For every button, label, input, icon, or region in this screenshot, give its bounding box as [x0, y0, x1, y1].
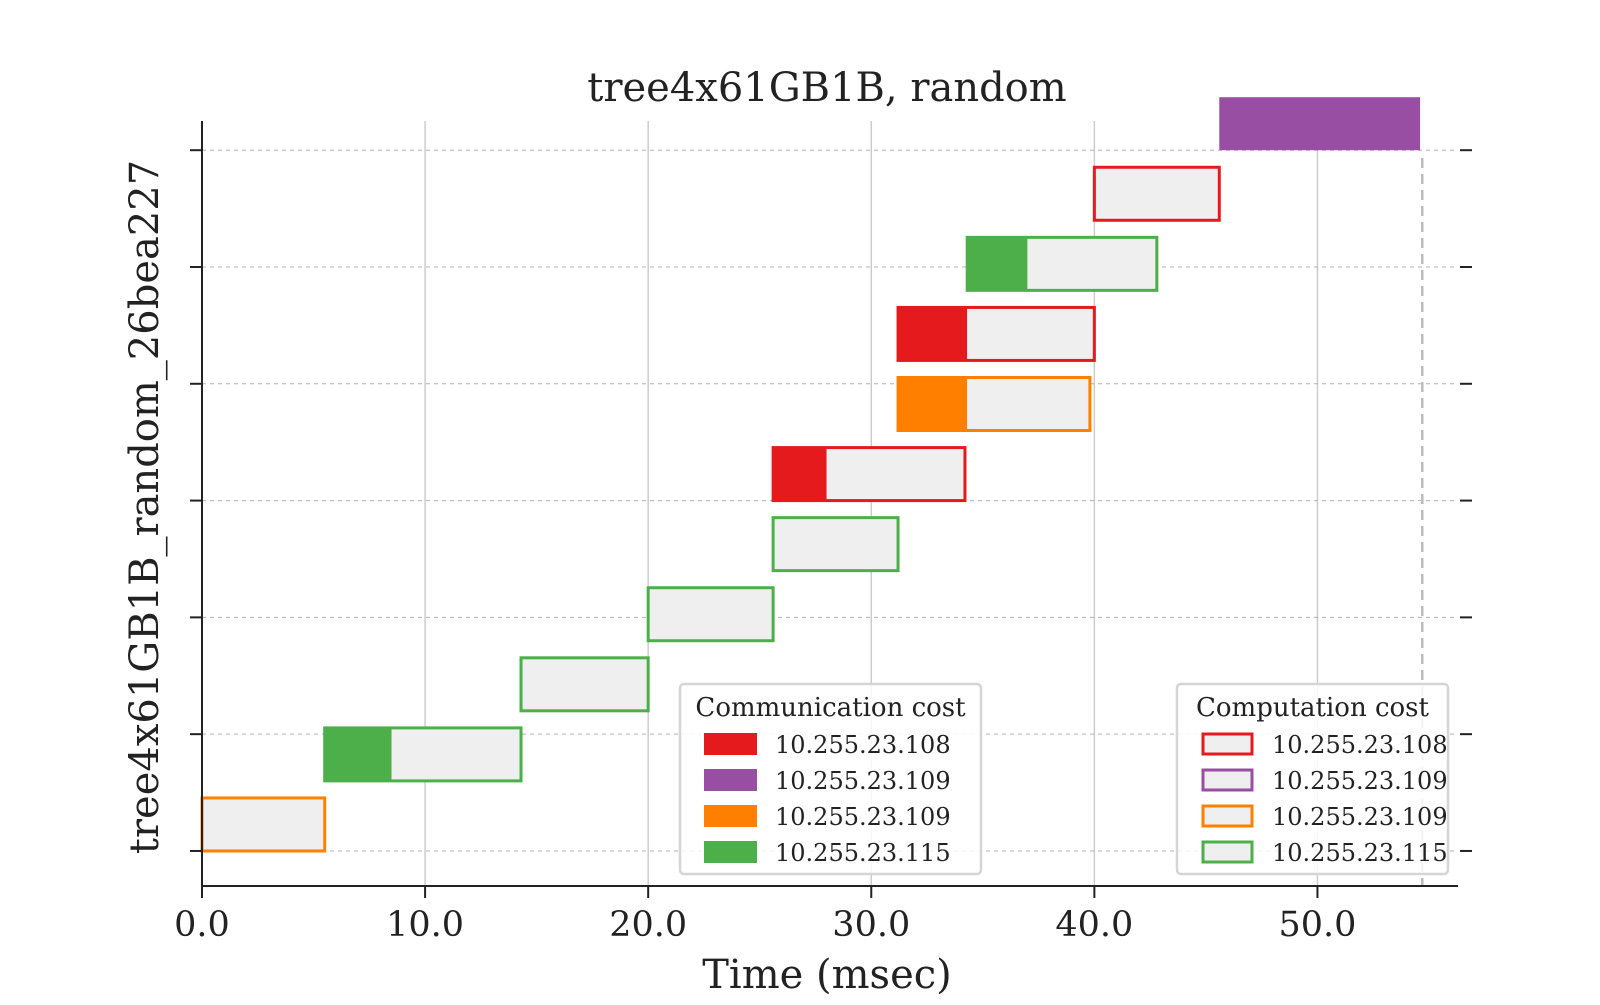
task-outline [771, 446, 967, 503]
legend-title: Computation cost [1196, 693, 1430, 723]
task-outline [646, 586, 775, 643]
task-outline [323, 726, 523, 783]
legend-swatch [704, 733, 757, 755]
legend-label: 10.255.23.115 [1272, 839, 1448, 867]
legend-swatch [704, 769, 757, 791]
communication-bar [1219, 97, 1421, 151]
task-outline [896, 376, 1092, 433]
task-outline [965, 235, 1159, 292]
legend-swatch [704, 841, 757, 863]
bars-layer [200, 97, 1421, 853]
x-tick-label: 40.0 [1055, 905, 1133, 945]
computation-bar [521, 657, 649, 711]
legend-title: Communication cost [695, 693, 966, 723]
computation-bar [1094, 167, 1220, 221]
computation-bar [826, 447, 965, 501]
x-tick-label: 20.0 [609, 905, 687, 945]
legend-swatch [704, 805, 757, 827]
communication-bar [773, 447, 827, 501]
legend-communication-cost: Communication cost 10.255.23.108 10.255.23… [678, 682, 983, 876]
computation-bar [648, 587, 774, 641]
x-axis-label: Time (msec) [702, 952, 952, 998]
computation-bar [967, 307, 1095, 361]
x-tick-label: 0.0 [174, 905, 230, 945]
communication-bar [898, 377, 968, 431]
communication-bar [967, 237, 1028, 291]
computation-bar [202, 797, 325, 851]
legend-label: 10.255.23.108 [1272, 731, 1448, 759]
legend-label: 10.255.23.109 [1272, 767, 1448, 795]
legend-label: 10.255.23.115 [775, 839, 951, 867]
computation-bar [967, 377, 1090, 431]
y-axis-label: tree4x61GB1B_random_26bea227 [122, 160, 168, 854]
task-outline [771, 516, 900, 573]
task-outline [519, 656, 650, 713]
legend-label: 10.255.23.109 [775, 803, 951, 831]
task-outline [1092, 165, 1221, 222]
task-outline [896, 305, 1096, 362]
legend-swatch [1201, 732, 1254, 756]
legend-computation-cost: Computation cost 10.255.23.108 10.255.23.1… [1175, 682, 1450, 876]
legend-swatch [1201, 840, 1254, 864]
x-tick-label: 10.0 [386, 905, 464, 945]
axes-layer: 0.0 10.0 20.0 30.0 40.0 50.0 [174, 121, 1472, 945]
communication-bar [324, 727, 392, 781]
legend-label: 10.255.23.108 [775, 731, 951, 759]
legend-swatch [1201, 768, 1254, 792]
legend-label: 10.255.23.109 [775, 767, 951, 795]
computation-bar [773, 517, 899, 571]
communication-bar [898, 307, 968, 361]
computation-bar [1027, 237, 1157, 291]
legend-label: 10.255.23.109 [1272, 803, 1448, 831]
x-tick-label: 50.0 [1278, 905, 1356, 945]
computation-bar [391, 727, 522, 781]
x-tick-label: 30.0 [832, 905, 910, 945]
legend-swatch [1201, 804, 1254, 828]
chart-title: tree4x61GB1B, random [587, 65, 1066, 111]
